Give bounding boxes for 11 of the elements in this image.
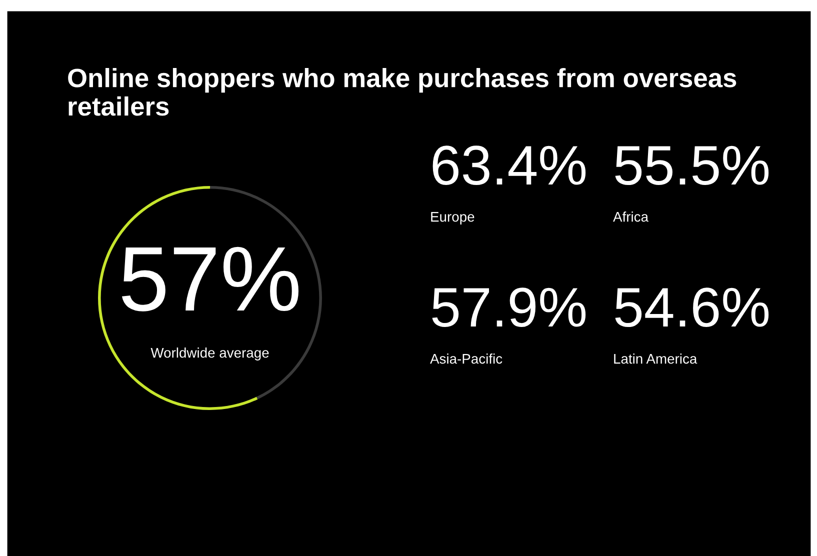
text: Asia-Pacific — [430, 354, 502, 364]
text: Latin America — [614, 354, 698, 364]
slice-label: Worldwide average — [150, 348, 269, 360]
text: 55.5% — [615, 146, 769, 186]
text: Online shoppers who make purchases from overseas retailers — [68, 68, 736, 116]
text: 54.6% — [615, 288, 769, 328]
text: Europe — [431, 212, 474, 224]
text: 57.9% — [432, 288, 586, 328]
data-label: 57% — [122, 246, 298, 312]
text: Africa — [613, 212, 648, 222]
text: 63.4% — [432, 146, 586, 186]
